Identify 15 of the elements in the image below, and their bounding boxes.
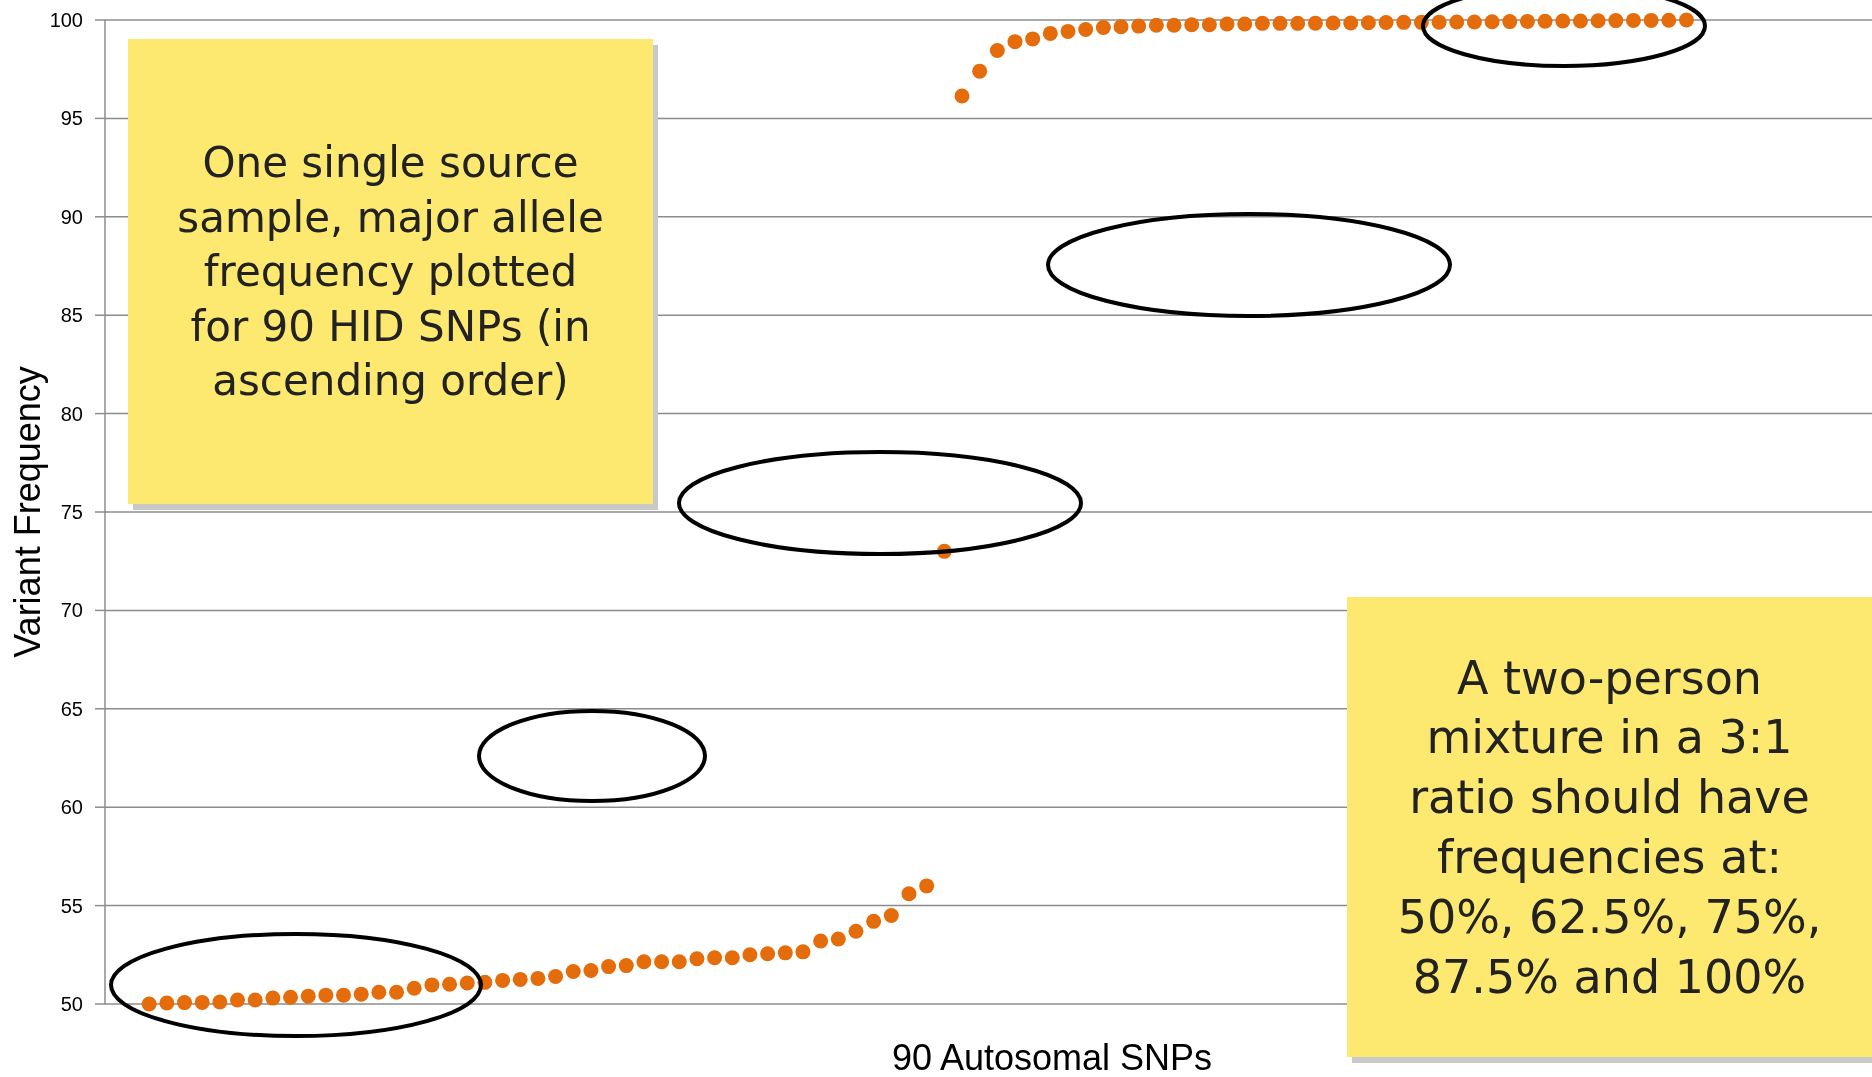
y-tick-label: 55: [60, 894, 83, 917]
y-tick-label: 80: [60, 402, 83, 425]
y-tick-label: 70: [60, 599, 83, 622]
y-tick-label: 90: [60, 205, 83, 228]
y-tick-label: 50: [60, 993, 83, 1015]
y-tick-label: 75: [60, 501, 83, 523]
y-tick-label: 95: [60, 107, 83, 130]
annotation: One single source sample, major allele frequency plotted for 90 HID SNPs (in ascending order): [177, 138, 604, 406]
x-axis-title: 90 Autosomal SNPs: [891, 1037, 1213, 1077]
y-tick-label: 65: [60, 697, 83, 720]
y-axis-title: Variant Frequency: [7, 366, 48, 658]
y-tick-label: 100: [49, 9, 83, 31]
annotation: A two-person mixture in a 3:1 ratio should have frequencies at: 50%, 62.5%, 75%, 87.5% and 100%: [1397, 650, 1822, 1004]
y-tick-label: 60: [60, 796, 83, 819]
y-tick-label: 85: [60, 304, 83, 327]
